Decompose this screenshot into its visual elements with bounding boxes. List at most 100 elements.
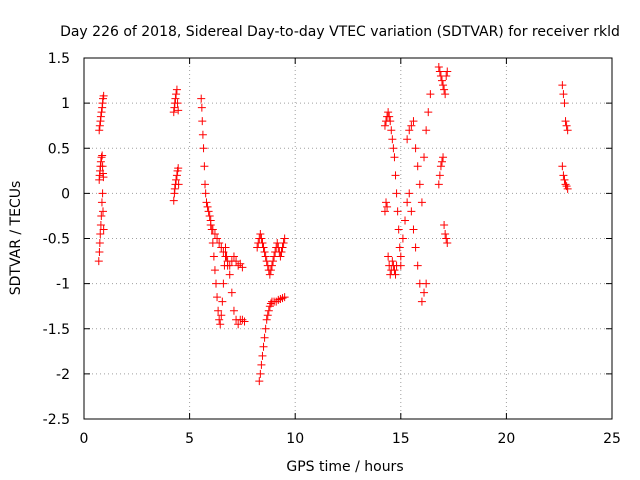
data-point [435,67,444,76]
data-point [171,94,180,103]
data-point [172,171,181,180]
data-point [173,99,182,108]
data-point [172,85,181,94]
data-point [95,126,104,135]
series-segment-4b [255,293,289,386]
data-point [201,189,210,198]
x-tick-label: 15 [392,431,410,447]
series-segment-1b [95,151,108,184]
data-point [398,234,407,243]
data-point [218,297,227,306]
data-point [256,369,265,378]
data-point [227,288,236,297]
data-point [435,171,444,180]
data-point [413,261,422,270]
data-point [417,297,426,306]
data-point [274,295,283,304]
data-point [95,239,104,248]
data-point [384,108,393,117]
series-segment-3b [206,220,247,272]
data-point [169,196,178,205]
y-tick-label: 0.5 [48,141,70,157]
data-point [411,144,420,153]
data-point [394,225,403,234]
data-point [217,311,226,320]
data-point [219,279,228,288]
data-point [217,243,226,252]
data-point [559,171,568,180]
data-point [95,121,104,130]
data-point [99,207,108,216]
data-point [383,202,392,211]
data-point [99,225,108,234]
data-point [263,311,272,320]
x-tick-label: 25 [603,431,621,447]
data-point [94,257,103,266]
data-point [560,99,569,108]
data-point [259,342,268,351]
y-tick-label: -2.5 [43,412,70,428]
data-point [264,306,273,315]
data-point [99,91,108,100]
data-point [97,198,106,207]
data-point [413,162,422,171]
data-point [261,252,270,261]
data-point [96,157,105,166]
y-tick-label: 0 [61,186,70,202]
data-point [234,261,243,270]
data-point [563,126,572,135]
data-point [386,117,395,126]
y-axis-label: SDTVAR / TECUs [8,181,24,296]
data-point [98,162,107,171]
data-point [411,243,420,252]
data-point [174,106,183,115]
data-point [172,90,181,99]
chart-title: Day 226 of 2018, Sidereal Day-to-day VTE… [60,24,620,40]
data-point [387,126,396,135]
data-point [212,279,220,288]
data-point [388,257,397,266]
data-point [214,306,223,315]
data-point [437,76,446,85]
data-point [97,211,106,220]
data-point [440,85,449,94]
data-point [215,239,224,248]
data-point [210,229,219,238]
data-point [441,90,450,99]
data-point [380,207,389,216]
data-point [238,315,247,324]
data-point [261,324,270,333]
data-point [441,229,450,238]
data-point [199,144,208,153]
series-segment-6b [403,90,435,207]
data-point [265,270,274,279]
data-point [97,153,106,162]
series-segment-7 [434,63,452,99]
data-point [401,216,410,225]
data-point [280,293,289,302]
data-point [200,162,209,171]
data-point [278,243,287,252]
series-segment-1a [94,189,108,266]
data-point [210,266,219,275]
data-point [259,243,268,252]
series-segment-8 [558,81,572,135]
axis-ticks [83,57,613,420]
data-point [172,175,181,184]
data-point [415,180,424,189]
data-point [277,248,286,257]
data-point [396,252,405,261]
data-point [434,180,443,189]
data-point [385,112,394,121]
data-point [204,207,213,216]
data-point [407,121,416,130]
series-segment-4 [253,229,289,279]
data-point [257,234,266,243]
data-point [279,239,288,248]
data-point [229,306,238,315]
data-point [561,180,570,189]
data-point [558,162,567,171]
data-point [405,126,414,135]
